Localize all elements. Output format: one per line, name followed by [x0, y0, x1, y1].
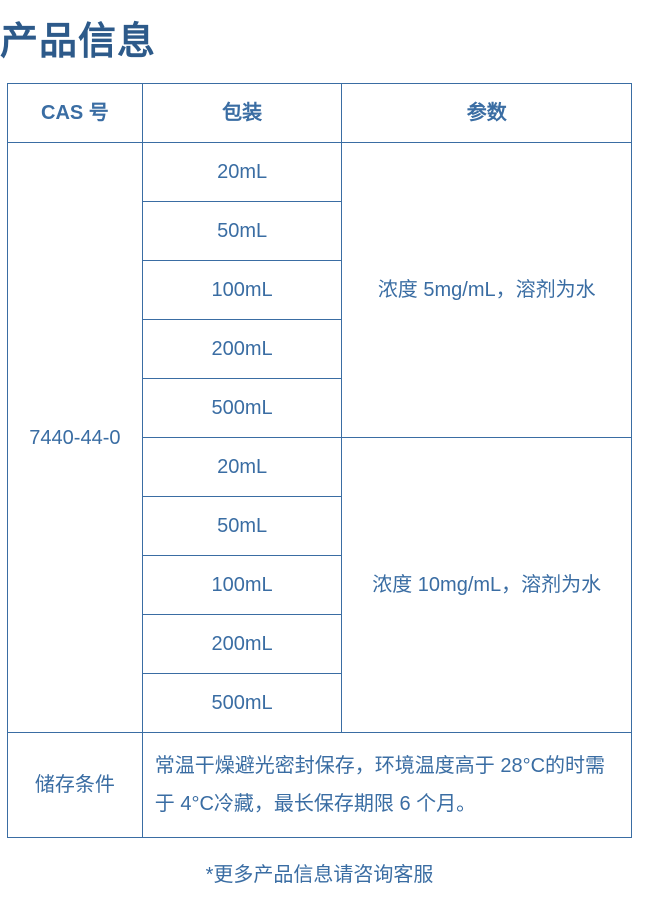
product-info-table: CAS 号 包装 参数 7440-44-0 20mL 浓度 5mg/mL，溶剂为… — [7, 83, 632, 838]
storage-text-cell: 常温干燥避光密封保存，环境温度高于 28°C的时需于 4°C冷藏，最长保存期限 … — [142, 733, 631, 838]
package-cell: 50mL — [142, 497, 342, 556]
package-cell: 20mL — [142, 438, 342, 497]
header-packaging: 包装 — [142, 84, 342, 143]
package-cell: 200mL — [142, 320, 342, 379]
package-cell: 100mL — [142, 556, 342, 615]
param-cell-2: 浓度 10mg/mL，溶剂为水 — [342, 438, 632, 733]
package-cell: 50mL — [142, 202, 342, 261]
package-cell: 200mL — [142, 615, 342, 674]
cas-number-cell: 7440-44-0 — [8, 143, 143, 733]
header-params: 参数 — [342, 84, 632, 143]
table-row: 7440-44-0 20mL 浓度 5mg/mL，溶剂为水 — [8, 143, 632, 202]
package-cell: 500mL — [142, 379, 342, 438]
table-header-row: CAS 号 包装 参数 — [8, 84, 632, 143]
package-cell: 100mL — [142, 261, 342, 320]
footnote: *更多产品信息请咨询客服 — [7, 858, 632, 887]
param-cell-1: 浓度 5mg/mL，溶剂为水 — [342, 143, 632, 438]
package-cell: 20mL — [142, 143, 342, 202]
storage-label-cell: 储存条件 — [8, 733, 143, 838]
storage-row: 储存条件 常温干燥避光密封保存，环境温度高于 28°C的时需于 4°C冷藏，最长… — [8, 733, 632, 838]
header-cas: CAS 号 — [8, 84, 143, 143]
package-cell: 500mL — [142, 674, 342, 733]
page-title: 产品信息 — [0, 10, 632, 65]
